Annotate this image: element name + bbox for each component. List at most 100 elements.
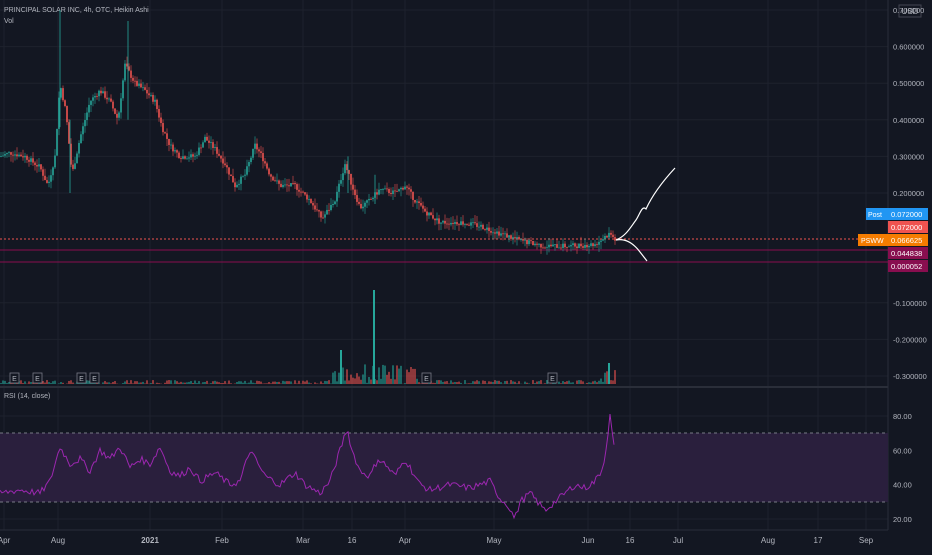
candle-body (292, 183, 294, 184)
candle-body (234, 182, 236, 187)
candle-body (232, 176, 234, 182)
time-tick-label: Jul (673, 536, 683, 545)
candle-body (280, 184, 282, 187)
candle-body (336, 192, 338, 202)
candle-body (98, 91, 100, 97)
volume-bar (282, 381, 283, 384)
candle-body (68, 122, 70, 144)
candle-body (264, 161, 266, 163)
candle-body (454, 222, 456, 224)
volume-bar (526, 383, 527, 384)
candle-body (310, 199, 312, 203)
candle-body (172, 145, 174, 152)
volume-bar (8, 382, 9, 384)
volume-bar (590, 383, 591, 384)
candle-body (596, 244, 598, 245)
candle-body (342, 173, 344, 180)
candle-body (28, 160, 30, 162)
candle-body (76, 154, 78, 164)
candle-body (182, 156, 184, 159)
candle-body (594, 244, 596, 246)
candle-body (156, 100, 158, 109)
candle-body (614, 237, 616, 241)
candle-body (32, 158, 34, 162)
volume-bar (560, 383, 561, 384)
candle-body (436, 218, 438, 220)
candle-body (54, 156, 56, 168)
candle-body (308, 199, 310, 200)
price-tick-label: 0.700000 (893, 6, 924, 15)
candle-body (60, 88, 62, 98)
candle-body (474, 222, 476, 223)
volume-bar (450, 380, 451, 384)
candle-body (282, 185, 284, 187)
candle-body (536, 244, 538, 245)
volume-bar (102, 382, 103, 384)
candle-body (220, 156, 222, 159)
candle-body (298, 190, 300, 192)
candle-body (226, 165, 228, 167)
volume-bar (110, 383, 111, 384)
volume-bar (474, 381, 475, 384)
volume-bar (336, 381, 337, 384)
candle-body (518, 237, 520, 239)
candle-body (276, 181, 278, 182)
candle-body (250, 158, 252, 162)
candle-body (516, 237, 518, 238)
volume-bar (420, 383, 421, 384)
candle-body (216, 147, 218, 154)
candle-body (442, 221, 444, 223)
candle-body (64, 100, 66, 106)
candle-body (36, 165, 38, 166)
volume-bar (298, 381, 299, 384)
volume-bar (244, 381, 245, 384)
volume-bar (458, 382, 459, 384)
candle-body (328, 210, 330, 211)
volume-bar (492, 382, 493, 384)
volume-bar (230, 383, 231, 384)
candle-body (524, 240, 526, 241)
last-value: 0.072000 (891, 223, 922, 232)
volume-bar (412, 369, 413, 384)
volume-bar (246, 383, 247, 384)
candle-body (114, 108, 116, 113)
volume-bar (378, 367, 379, 384)
volume-bar (58, 383, 59, 384)
price-tick-label: -0.300000 (893, 372, 927, 381)
candle-body (198, 148, 200, 155)
candle-body (230, 175, 232, 177)
time-tick-label: Apr (0, 536, 11, 545)
candle-body (218, 154, 220, 156)
candle-body (552, 245, 554, 247)
candle-body (350, 174, 352, 185)
candle-body (450, 223, 452, 225)
volume-bar (546, 380, 547, 384)
candle-body (520, 239, 522, 240)
candle-body (116, 114, 118, 118)
time-tick-label: Feb (215, 536, 229, 545)
candle-body (190, 154, 192, 157)
candle-body (106, 98, 108, 100)
candle-body (50, 175, 52, 182)
volume-bar (304, 382, 305, 384)
volume-bar (272, 382, 273, 384)
candle-body (90, 101, 92, 105)
time-tick-label: Aug (761, 536, 775, 545)
volume-bar (568, 381, 569, 384)
volume-bar (322, 383, 323, 384)
volume-bar (562, 381, 563, 384)
volume-bar (196, 383, 197, 384)
volume-bar (290, 381, 291, 384)
volume-bar (610, 380, 611, 384)
candle-body (608, 233, 610, 238)
volume-bar (260, 382, 261, 384)
volume-bar (534, 383, 535, 384)
candle-body (446, 224, 448, 225)
candle-body (362, 207, 364, 209)
candle-body (194, 156, 196, 157)
volume-bar (364, 364, 365, 384)
volume-bar (142, 382, 143, 384)
candle-body (318, 210, 320, 211)
volume-bar (376, 380, 377, 384)
